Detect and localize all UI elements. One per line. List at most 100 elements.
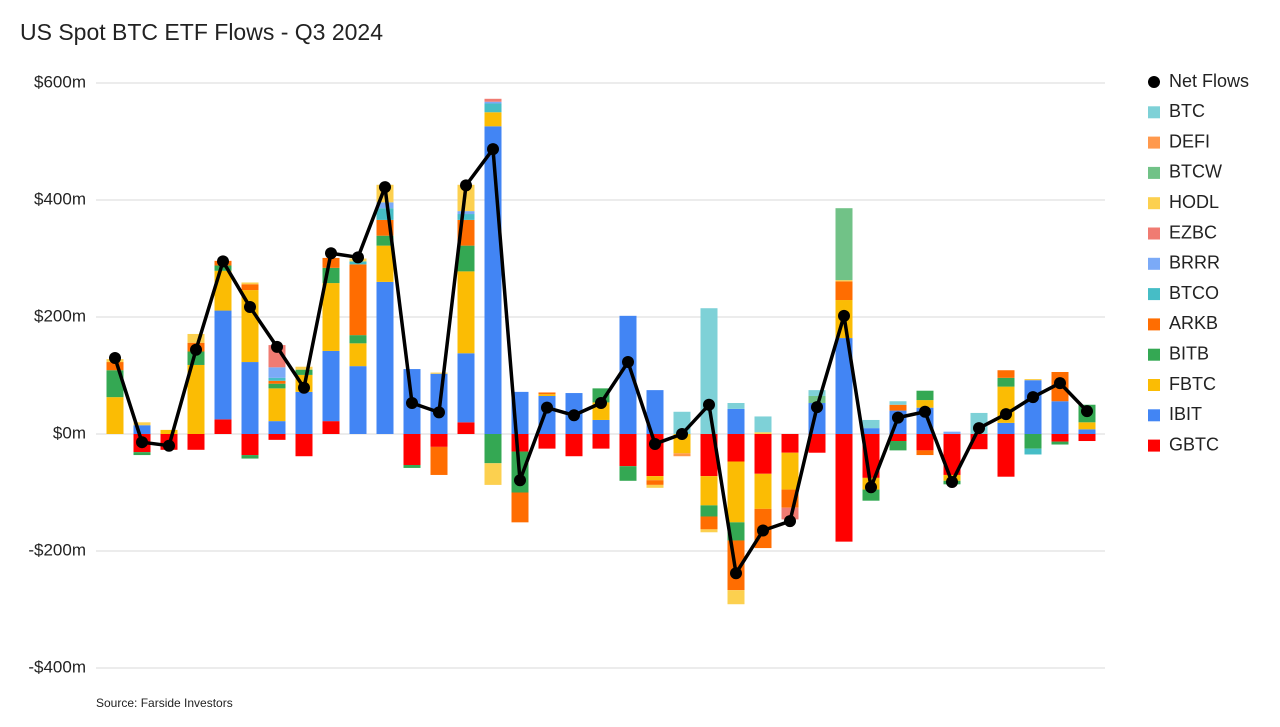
bar-segment xyxy=(268,388,286,422)
net-flow-point xyxy=(595,396,607,409)
net-flow-point xyxy=(757,524,769,537)
bar-segment xyxy=(1078,429,1096,434)
bar-segment xyxy=(484,101,502,104)
legend-swatch xyxy=(1148,166,1160,179)
legend-label: BITB xyxy=(1169,343,1209,363)
legend-label: BRRR xyxy=(1169,253,1220,273)
bar-segment xyxy=(214,419,232,434)
bar-segment xyxy=(457,353,475,423)
legend-label: IBIT xyxy=(1169,404,1202,424)
bar-segment xyxy=(646,390,664,434)
bar-segment xyxy=(808,434,826,453)
legend-label: BTC xyxy=(1169,101,1205,121)
bar-segment xyxy=(700,516,718,530)
bar-segment xyxy=(862,428,880,434)
bar-segment xyxy=(727,402,745,409)
bar-segment xyxy=(943,434,961,475)
legend-swatch xyxy=(1148,136,1160,149)
bar-segment xyxy=(484,126,502,434)
bar-segment xyxy=(268,367,286,378)
bar-segment xyxy=(133,452,151,456)
bar-segment xyxy=(484,463,502,485)
bar-segment xyxy=(187,364,205,434)
bar-segment xyxy=(619,315,637,434)
bar-segment xyxy=(430,434,448,447)
bar-segment xyxy=(457,245,475,272)
bar-segment xyxy=(862,489,880,501)
bar-segment xyxy=(457,271,475,354)
y-tick-label: $400m xyxy=(34,189,86,208)
bar-segment xyxy=(835,208,853,281)
bar-segment xyxy=(754,416,772,433)
legend-swatch xyxy=(1148,106,1160,119)
net-flow-point xyxy=(325,247,337,260)
bar-segment xyxy=(322,257,340,268)
net-flow-point xyxy=(271,340,283,353)
bar-segment xyxy=(1051,434,1069,442)
net-flow-point xyxy=(1054,377,1066,390)
legend-swatch xyxy=(1148,409,1160,422)
bar-segment xyxy=(1078,434,1096,442)
bar-segment xyxy=(349,335,367,344)
legend-label: GBTC xyxy=(1169,434,1219,454)
net-flow-point xyxy=(865,481,877,494)
bar-segment xyxy=(727,590,745,605)
bar-segment xyxy=(457,211,475,215)
bar-segment xyxy=(943,431,961,434)
bar-segment xyxy=(349,343,367,367)
bar-segment xyxy=(700,529,718,533)
bar-segment xyxy=(322,421,340,434)
bar-segment xyxy=(538,434,556,449)
net-flow-point xyxy=(514,474,526,487)
bar-segment xyxy=(241,290,259,363)
bar-segment xyxy=(295,369,313,375)
net-flow-point xyxy=(217,255,229,268)
legend-label: ARKB xyxy=(1169,313,1218,333)
bar-segment xyxy=(511,492,529,523)
bar-segment xyxy=(889,441,907,451)
net-flow-point xyxy=(109,351,121,364)
y-tick-label: $200m xyxy=(34,306,86,325)
bar-segment xyxy=(673,453,691,457)
net-flow-point xyxy=(1027,391,1039,404)
bar-segment xyxy=(916,400,934,408)
bar-segment xyxy=(295,391,313,434)
bar-segment xyxy=(700,434,718,477)
legend-swatch xyxy=(1148,288,1160,301)
bar-segment xyxy=(916,390,934,401)
net-flow-point xyxy=(1000,408,1012,421)
bar-segment xyxy=(430,446,448,475)
bar-segment xyxy=(889,404,907,411)
legend-swatch xyxy=(1148,197,1160,210)
net-flow-point xyxy=(244,301,256,314)
bar-segment xyxy=(376,245,394,282)
bar-segment xyxy=(484,112,502,127)
net-flow-point xyxy=(703,398,715,411)
bar-segment xyxy=(1024,434,1042,449)
bar-segment xyxy=(214,265,232,271)
bar-segment xyxy=(997,370,1015,378)
bar-segment xyxy=(997,422,1015,434)
legend-label: FBTC xyxy=(1169,374,1216,394)
bar-segment xyxy=(376,235,394,246)
net-flow-point xyxy=(163,439,175,452)
bar-segment xyxy=(808,390,826,396)
y-tick-label: -$400m xyxy=(28,657,86,676)
bar-segment xyxy=(187,434,205,450)
bar-segment xyxy=(565,434,583,457)
bar-segment xyxy=(1024,379,1042,381)
bar-segment xyxy=(754,473,772,509)
legend-swatch xyxy=(1148,257,1160,270)
legend-label: HODL xyxy=(1169,192,1219,212)
net-flow-point xyxy=(433,406,445,419)
bar-segment xyxy=(268,377,286,381)
bar-segment xyxy=(133,422,151,426)
legend-marker xyxy=(1148,76,1160,88)
bar-segment xyxy=(457,422,475,434)
legend-swatch xyxy=(1148,318,1160,331)
bar-segment xyxy=(592,419,610,434)
bar-segment xyxy=(835,434,853,542)
bar-segment xyxy=(322,350,340,422)
bar-segment xyxy=(835,338,853,434)
